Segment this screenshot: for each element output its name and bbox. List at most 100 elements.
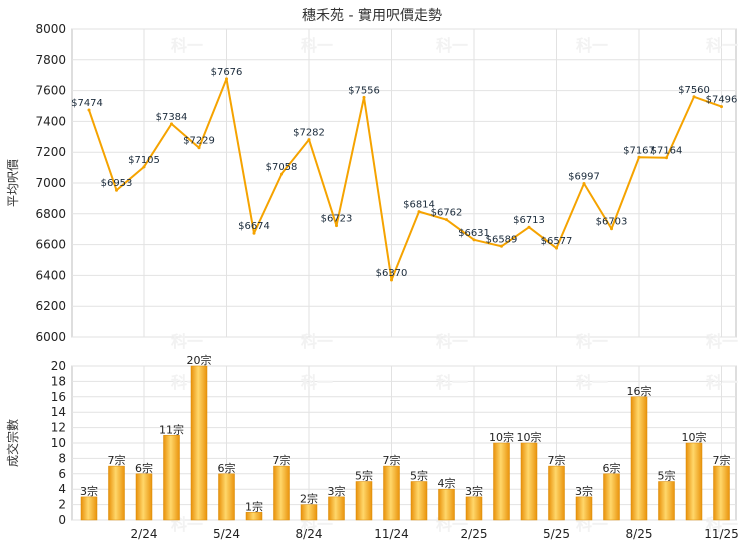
volume-bar — [328, 496, 345, 521]
price-data-label: $7164 — [651, 146, 683, 157]
volume-data-label: 3宗 — [465, 484, 483, 498]
price-data-label: $6723 — [321, 214, 353, 225]
y-tick-label: 18 — [51, 374, 66, 388]
price-data-label: $7384 — [156, 112, 188, 123]
price-point — [472, 238, 476, 242]
y-tick-label: 0 — [58, 513, 66, 527]
chart-title: 穗禾苑 - 實用呎價走勢 — [302, 7, 442, 24]
y-tick-label: 6800 — [35, 207, 66, 221]
volume-data-label: 11宗 — [159, 422, 184, 436]
volume-data-label: 10宗 — [517, 430, 542, 444]
volume-data-label: 1宗 — [245, 499, 263, 513]
volume-data-label: 7宗 — [713, 453, 731, 467]
volume-data-label: 7宗 — [108, 453, 126, 467]
price-data-label: $7676 — [211, 67, 243, 78]
y-tick-label: 6200 — [35, 299, 66, 313]
x-tick-label: 2/25 — [461, 527, 488, 541]
price-point — [637, 155, 641, 159]
y-tick-label: 6400 — [35, 268, 66, 282]
price-point — [362, 95, 366, 99]
price-point — [720, 105, 723, 109]
volume-data-label: 10宗 — [682, 430, 707, 444]
volume-bar — [355, 481, 373, 521]
price-point — [115, 188, 118, 192]
volume-data-label: 6宗 — [218, 461, 236, 475]
price-data-label: $7229 — [183, 136, 215, 147]
price-point — [335, 224, 338, 228]
price-data-label: $7556 — [348, 85, 380, 96]
watermark: 科一 — [301, 332, 333, 351]
volume-data-label: 3宗 — [575, 484, 593, 498]
price-data-label: $6814 — [403, 200, 435, 211]
y-tick-label: 6000 — [35, 330, 66, 344]
volume-bar — [410, 481, 428, 521]
volume-bar — [245, 512, 263, 521]
x-tick-label: 5/24 — [213, 527, 240, 541]
volume-data-label: 16宗 — [627, 384, 652, 398]
y-tick-label: 7400 — [35, 114, 66, 128]
price-point — [142, 165, 146, 169]
price-point — [665, 156, 668, 160]
y-tick-label: 6600 — [35, 238, 66, 252]
price-point — [225, 77, 228, 81]
y-tick-label: 7600 — [35, 84, 66, 98]
x-tick-label: 8/24 — [296, 527, 323, 541]
volume-bar — [685, 442, 703, 521]
volume-bar — [548, 465, 565, 521]
volume-data-label: 6宗 — [603, 461, 621, 475]
watermark: 科一 — [171, 332, 203, 351]
price-point — [445, 218, 448, 222]
volume-bar — [575, 496, 593, 521]
volume-data-label: 5宗 — [410, 469, 428, 483]
volume-data-label: 4宗 — [438, 476, 456, 490]
price-data-label: $6997 — [568, 171, 600, 182]
y-tick-label: 12 — [51, 421, 66, 435]
volume-data-label: 6宗 — [135, 461, 153, 475]
x-tick-label: 2/24 — [131, 527, 158, 541]
price-point — [500, 244, 503, 248]
watermark: 科一 — [301, 36, 333, 55]
price-point — [555, 246, 558, 250]
price-line — [88, 77, 722, 282]
watermark: 科一 — [576, 36, 608, 55]
volume-data-label: 2宗 — [300, 492, 318, 506]
y-axis-label-2: 成交宗數 — [5, 419, 20, 467]
volume-bar — [520, 442, 538, 521]
y-tick-label: 8 — [58, 451, 66, 465]
volume-data-label: 3宗 — [328, 484, 346, 498]
price-data-label: $7058 — [266, 162, 298, 173]
watermark: 科一 — [706, 332, 738, 351]
price-data-label: $6953 — [101, 178, 133, 189]
y-tick-label: 7200 — [35, 145, 66, 159]
volume-bar — [713, 465, 730, 521]
watermark: 科一 — [706, 373, 738, 392]
price-data-label: $6713 — [513, 215, 545, 226]
y-tick-label: 4 — [58, 482, 66, 496]
volume-bar — [493, 442, 510, 521]
volume-bar — [80, 496, 98, 521]
volume-bar — [630, 396, 648, 521]
volume-bar — [438, 488, 455, 521]
price-point — [280, 172, 283, 176]
watermark: 科一 — [171, 36, 203, 55]
y-axis-label-1: 平均呎價 — [6, 159, 20, 207]
price-point — [307, 138, 311, 142]
watermark: 科一 — [576, 332, 608, 351]
price-point — [252, 231, 256, 235]
watermark: 科一 — [436, 373, 468, 392]
price-point — [390, 278, 393, 282]
volume-bar — [383, 465, 400, 521]
price-data-label: $7496 — [706, 95, 738, 106]
price-point — [610, 227, 613, 231]
volume-data-label: 7宗 — [383, 453, 401, 467]
price-data-label: $7474 — [71, 98, 103, 109]
x-tick-label: 5/25 — [543, 527, 570, 541]
price-point — [527, 225, 531, 229]
price-point — [87, 108, 91, 112]
watermark: 科一 — [436, 36, 468, 55]
y-tick-label: 14 — [51, 405, 66, 419]
x-tick-label: 11/25 — [704, 527, 739, 541]
watermark: 科一 — [576, 373, 608, 392]
volume-data-label: 3宗 — [80, 484, 98, 498]
